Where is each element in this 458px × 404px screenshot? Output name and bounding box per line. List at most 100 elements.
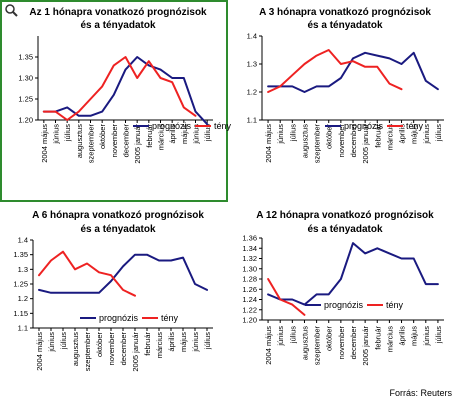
x-tick-label: március [157,124,166,151]
chart-title-line-1: Az 1 hónapra vonatkozó prognózisok [29,7,207,18]
x-tick-label: július [59,332,68,350]
x-tick-label: augusztus [71,332,80,366]
y-tick-label: 1.26 [242,285,257,294]
x-tick-label: április [167,332,176,352]
series-line-teny [42,56,197,121]
legend-label-prognozis: prognózis [344,121,384,131]
x-tick-label: július [288,326,297,344]
y-tick-label: 1.20 [18,116,33,125]
chart-title-line-2: és a tényadatok [307,224,382,235]
y-tick-label: 1.25 [18,95,33,104]
legend-label-teny: tény [406,121,424,131]
y-tick-label: 1.2 [18,294,28,303]
x-tick-label: november [107,332,116,366]
x-tick-label: 2005 január [133,124,142,164]
y-tick-label: 1.35 [18,53,33,62]
x-tick-label: október [95,332,104,358]
chart-title-line-2: és a tényadatok [80,224,155,235]
x-tick-label: július [203,332,212,350]
x-tick-label: 2004 május [264,124,273,163]
y-tick-label: 1.22 [242,305,257,314]
x-tick-label: október [325,124,334,150]
x-tick-label: február [373,325,382,349]
chart-panels: Az 1 hónapra vonatkozó prognózisok és a t… [0,0,444,372]
legend-label-teny: tény [214,121,232,131]
x-tick-label: április [398,326,407,346]
x-tick-label: március [385,124,394,151]
y-tick-label: 1.34 [242,244,257,253]
magnifier-icon-lens [5,4,15,14]
y-tick-label: 1.36 [242,234,257,243]
y-tick-label: 1.32 [242,254,257,263]
x-tick-label: november [337,124,346,158]
x-tick-label: augusztus [75,124,84,158]
x-tick-label: május [410,326,419,346]
x-tick-label: 2004 május [40,124,49,163]
x-tick-label: december [349,124,358,158]
x-tick-label: május [180,124,189,144]
chart-legend: prognózis tény [133,121,232,131]
chart-panel-4: A 12 hónapra vonatkozó prognózisok és a t… [242,210,444,366]
x-tick-label: március [385,326,394,353]
x-tick-label: 2005 január [361,326,370,366]
x-tick-label: február [145,123,154,147]
series-line-teny [267,278,306,316]
chart-title-line-1: A 12 hónapra vonatkozó prognózisok [256,210,434,221]
y-tick-label: 1.24 [242,295,257,304]
y-tick-label: 1.1 [18,324,28,333]
chart-panel-2: A 3 hónapra vonatkozó prognózisok és a té… [247,7,444,164]
x-tick-label: augusztus [300,124,309,158]
legend-label-prognozis: prognózis [152,121,192,131]
x-tick-label: június [422,326,431,347]
x-tick-label: február [373,123,382,147]
chart-title-line-1: A 6 hónapra vonatkozó prognózisok [32,210,204,221]
x-tick-label: március [155,332,164,359]
x-tick-label: május [179,332,188,352]
source-note: Forrás: Reuters [389,388,452,398]
panel-highlight-frame [0,0,228,202]
x-tick-label: december [349,326,358,360]
y-tick-label: 1.35 [13,250,28,259]
x-tick-label: október [325,326,334,352]
chart-title-line-2: és a tényadatok [307,20,382,31]
x-tick-label: április [168,124,177,144]
x-tick-label: december [119,332,128,366]
y-tick-label: 1.3 [18,265,28,274]
y-tick-label: 1.20 [242,316,257,325]
x-tick-label: 2004 május [35,332,44,371]
series-line-prognozis [267,242,439,306]
legend-label-teny: tény [386,300,404,310]
x-tick-label: július [63,124,72,142]
chart-title-line-1: A 3 hónapra vonatkozó prognózisok [259,7,431,18]
x-tick-label: október [98,124,107,150]
legend-label-prognozis: prognózis [324,300,364,310]
x-tick-label: július [434,326,443,344]
x-tick-label: június [192,124,201,145]
series-line-prognozis [267,51,439,93]
series-line-teny [38,250,136,297]
magnifier-icon [5,4,18,17]
x-tick-label: június [422,124,431,145]
x-tick-label: november [110,124,119,158]
chart-panel-3: A 6 hónapra vonatkozó prognózisok és a té… [13,210,213,372]
x-tick-label: július [434,124,443,142]
x-tick-label: 2005 január [131,332,140,372]
y-tick-label: 1.3 [247,60,257,69]
y-tick-label: 1.28 [242,275,257,284]
x-tick-label: április [398,124,407,144]
series-line-prognozis [42,56,209,126]
y-tick-label: 1.15 [13,309,28,318]
x-tick-label: június [276,326,285,347]
x-tick-label: november [337,326,346,360]
y-tick-label: 1.4 [247,32,257,41]
x-tick-label: 2005 január [361,124,370,164]
y-tick-label: 1.30 [242,264,257,273]
magnifier-icon-handle [12,11,18,17]
x-tick-label: február [143,331,152,355]
legend-label-teny: tény [161,313,179,323]
y-tick-label: 1.2 [247,88,257,97]
chart-title-line-2: és a tényadatok [80,20,155,31]
x-tick-label: június [276,124,285,145]
x-tick-label: december [122,124,131,158]
